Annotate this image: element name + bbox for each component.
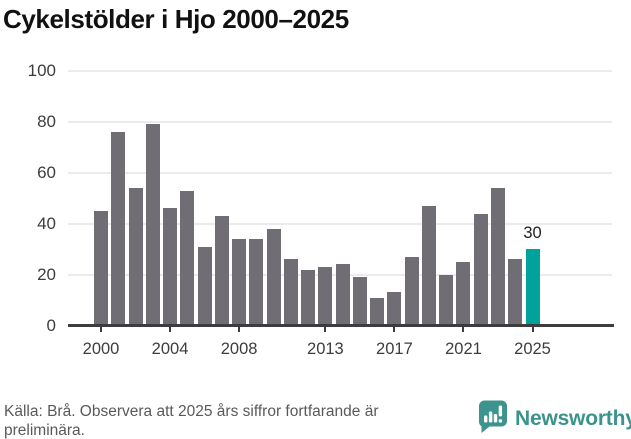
newsworthy-wordmark: Newsworthy bbox=[515, 406, 631, 430]
x-tick-2013 bbox=[324, 326, 327, 332]
x-tick-2000 bbox=[100, 326, 102, 332]
x-axis-label-2004: 2004 bbox=[151, 340, 189, 358]
y-axis-label-100: 100 bbox=[27, 61, 56, 80]
bar-2011 bbox=[283, 259, 298, 326]
x-tick-2021 bbox=[462, 326, 465, 332]
x-axis-label-2008: 2008 bbox=[220, 340, 258, 358]
bar-2018 bbox=[404, 256, 419, 326]
bar-2023 bbox=[490, 188, 505, 326]
bar-value-annotation: 30 bbox=[523, 224, 542, 243]
bar-2005 bbox=[180, 190, 195, 326]
x-tick-2008 bbox=[238, 326, 241, 332]
bar-2016 bbox=[370, 297, 385, 326]
bar-2025 bbox=[525, 249, 540, 326]
bar-2007 bbox=[214, 216, 229, 326]
chart-title: Cykelstölder i Hjo 2000–2025 bbox=[3, 4, 349, 34]
bar-2004 bbox=[163, 208, 178, 326]
gridline-100 bbox=[68, 70, 612, 72]
bar-2003 bbox=[145, 124, 160, 326]
x-axis-label-2025: 2025 bbox=[514, 340, 551, 358]
bar-2024 bbox=[508, 259, 523, 326]
x-axis-line bbox=[68, 324, 614, 327]
x-axis-label-2021: 2021 bbox=[445, 340, 482, 358]
bar-2001 bbox=[111, 132, 126, 326]
y-axis-label-0: 0 bbox=[46, 315, 56, 335]
bar-2017 bbox=[387, 292, 402, 326]
x-tick-2017 bbox=[393, 326, 396, 332]
x-axis-label-2000: 2000 bbox=[82, 340, 120, 358]
x-tick-2004 bbox=[169, 326, 172, 332]
y-axis-label-20: 20 bbox=[37, 264, 56, 284]
gridline-40 bbox=[68, 222, 612, 225]
x-axis-label-2013: 2013 bbox=[307, 340, 344, 358]
source-note: Källa: Brå. Observera att 2025 års siffr… bbox=[4, 403, 379, 439]
gridline-80 bbox=[68, 120, 612, 123]
bar-2002 bbox=[128, 188, 143, 326]
bar-2022 bbox=[473, 213, 488, 326]
bar-2012 bbox=[301, 269, 316, 326]
bar-2000 bbox=[94, 210, 108, 326]
bar-2015 bbox=[352, 277, 367, 326]
newsworthy-speech-bubble-chart-icon bbox=[477, 399, 508, 438]
bar-2010 bbox=[266, 228, 281, 326]
bar-2006 bbox=[197, 246, 212, 326]
y-axis-label-60: 60 bbox=[37, 162, 56, 182]
x-tick-2025 bbox=[531, 326, 534, 332]
y-axis-label-80: 80 bbox=[37, 111, 56, 131]
bar-2013 bbox=[318, 266, 333, 326]
bar-2008 bbox=[232, 238, 247, 326]
bar-2014 bbox=[335, 264, 350, 326]
bar-2019 bbox=[421, 205, 436, 326]
y-axis-label-40: 40 bbox=[37, 213, 56, 233]
bar-2009 bbox=[249, 238, 264, 326]
gridline-60 bbox=[68, 171, 612, 174]
bar-2021 bbox=[456, 261, 471, 326]
bar-2020 bbox=[439, 274, 454, 326]
newsworthy-logo: Newsworthy bbox=[477, 399, 631, 438]
x-axis-label-2017: 2017 bbox=[376, 340, 413, 358]
